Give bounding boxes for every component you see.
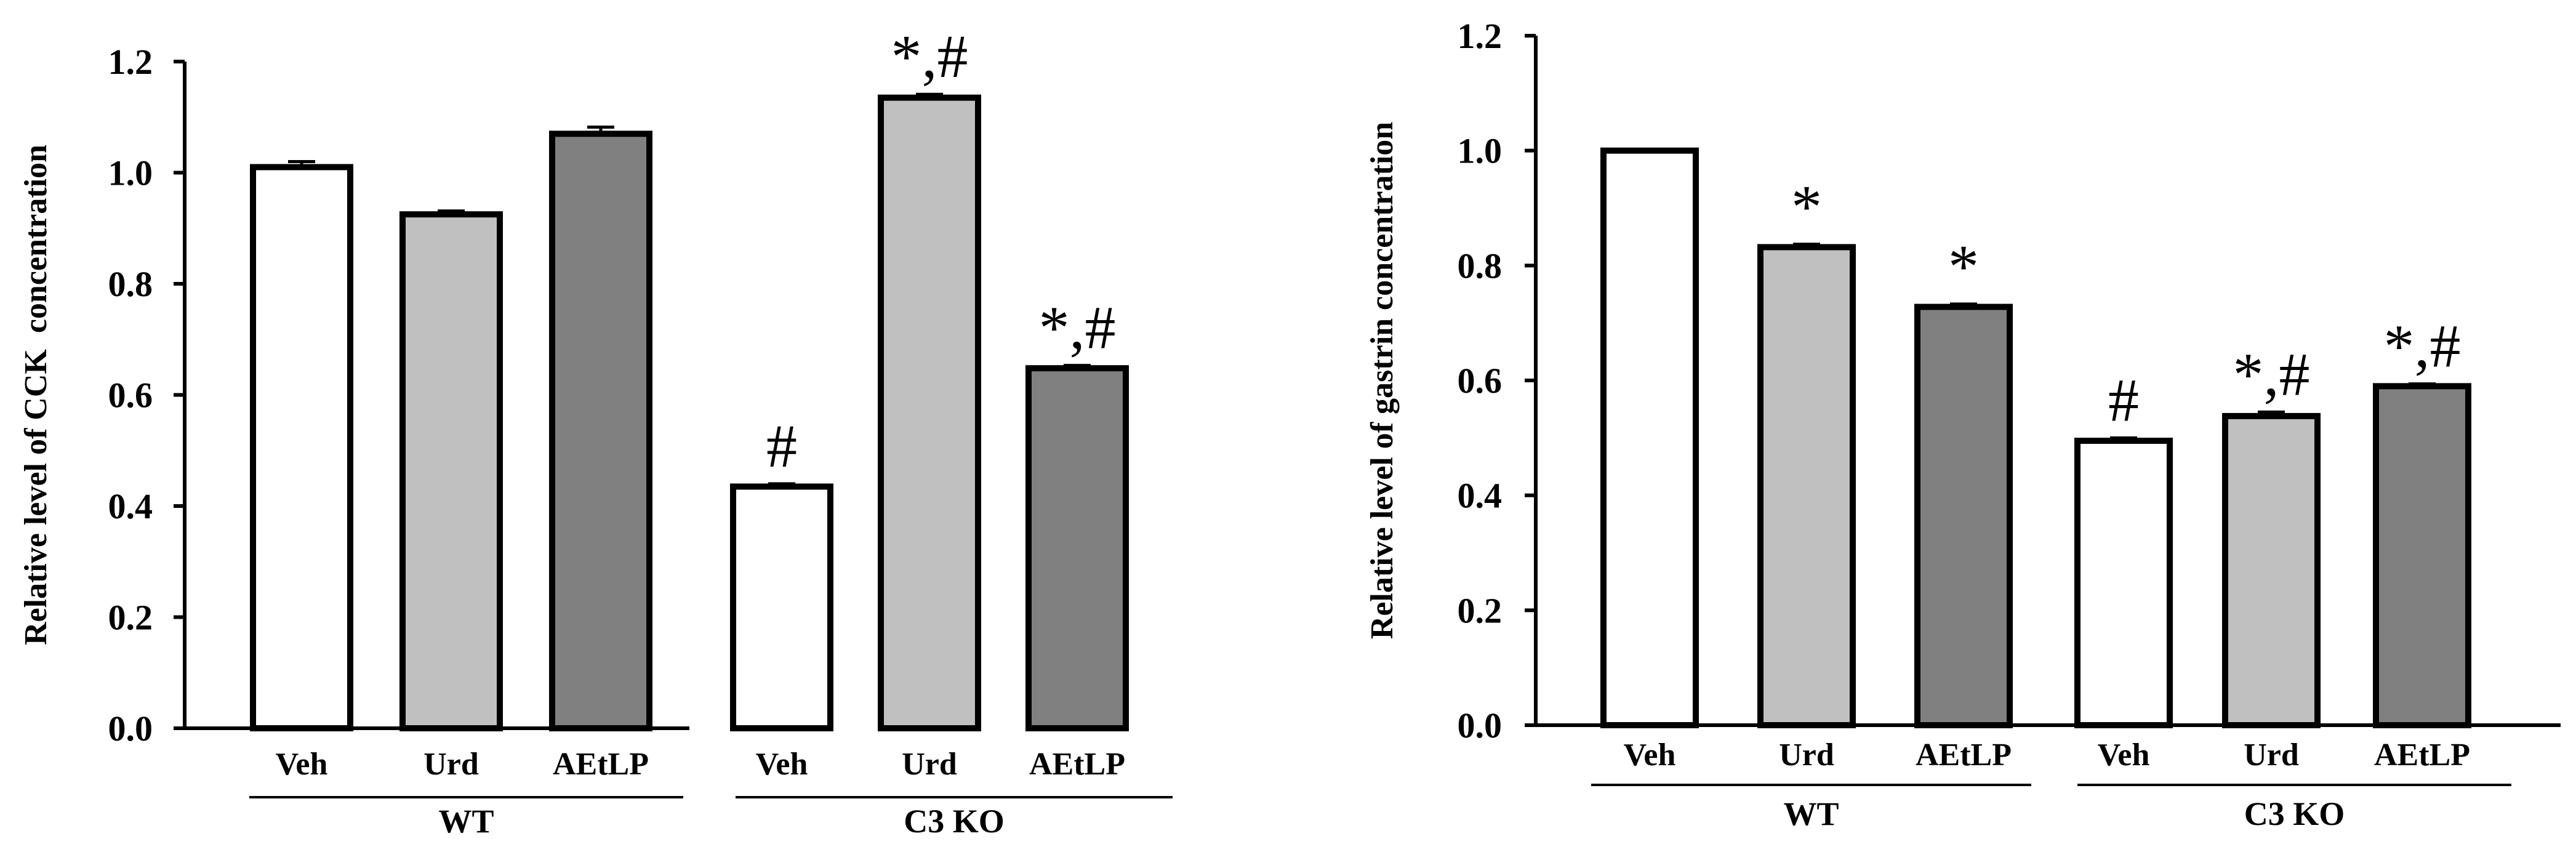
y-tick-label: 0.0 (108, 709, 153, 749)
significance-label: * (1948, 232, 1979, 300)
x-tick-label: AEtLP (1916, 737, 2012, 773)
significance-label: * (1791, 172, 1822, 241)
y-tick-label: 0.2 (1458, 590, 1503, 630)
y-tick-label: 0.4 (1458, 476, 1503, 516)
x-tick-label: Veh (756, 747, 808, 782)
bar-group (1600, 147, 1699, 728)
bar-group (549, 125, 652, 731)
bar (399, 211, 503, 731)
bar-group: # (730, 412, 833, 731)
x-tick-label: Urd (423, 747, 479, 782)
bar-group: *,# (2373, 312, 2471, 728)
bar (1757, 244, 1856, 728)
bar-group (250, 159, 353, 732)
chart-panel-2: 0.0 0.2 0.4 0.6 0.8 1.0 1.2 Relative level of g… (1365, 16, 2561, 832)
x-tick-label: Urd (1779, 737, 1834, 773)
chart-panel-1: 0.0 0.2 0.4 0.6 0.8 1.0 1.2 Relative level of C… (18, 22, 1173, 840)
bar-group: *,# (878, 22, 981, 732)
group-label: C3 KO (904, 803, 1005, 840)
bar (1600, 147, 1699, 728)
bar (730, 483, 833, 731)
bar (2222, 412, 2321, 728)
bar (2373, 383, 2471, 728)
x-tick-label: AEtLP (1029, 747, 1125, 782)
y-tick-label: 0.6 (1458, 361, 1503, 401)
bar (878, 94, 981, 732)
bar-group: # (2074, 366, 2173, 728)
bar (549, 131, 652, 731)
y-tick-label: 0.8 (1458, 246, 1503, 286)
significance-label: # (766, 412, 797, 480)
significance-label: *,# (891, 22, 968, 90)
bar-group: * (1914, 232, 2013, 728)
significance-label: *,# (2384, 312, 2461, 380)
group-label: WT (438, 803, 494, 840)
bar (1025, 365, 1129, 731)
x-tick-label: Veh (2098, 737, 2150, 773)
significance-label: *,# (1039, 294, 1116, 362)
y-tick-label: 0.0 (1458, 705, 1503, 746)
y-tick-label: 1.0 (108, 153, 153, 193)
y-axis-label: Relative level of CCK concentration (18, 145, 54, 645)
x-tick-label: Urd (2244, 737, 2299, 773)
bar (250, 164, 353, 732)
x-tick-label: Urd (902, 747, 957, 782)
y-tick-label: 0.2 (108, 598, 153, 638)
bar-group (399, 209, 503, 731)
y-axis-label: Relative level of gastrin concentration (1365, 122, 1400, 640)
bar (2074, 438, 2173, 728)
x-tick-label: AEtLP (553, 747, 649, 782)
x-tick-label: Veh (1624, 737, 1676, 773)
bar-group: *,# (1025, 294, 1129, 731)
y-tick-label: 1.0 (1458, 131, 1503, 171)
y-tick-label: 1.2 (1458, 16, 1503, 56)
bar-group: * (1757, 172, 1856, 728)
significance-label: # (2108, 366, 2139, 434)
group-label: C3 KO (2244, 795, 2345, 832)
y-tick-label: 1.2 (108, 42, 153, 82)
y-tick-label: 0.8 (108, 264, 153, 304)
y-tick-label: 0.4 (108, 486, 153, 526)
x-tick-label: AEtLP (2374, 737, 2470, 773)
significance-label: *,# (2233, 340, 2310, 408)
x-tick-label: Veh (276, 747, 328, 782)
bar (1914, 303, 2013, 728)
y-tick-label: 0.6 (108, 376, 153, 416)
bar-group: *,# (2222, 340, 2321, 728)
group-label: WT (1783, 795, 1839, 832)
